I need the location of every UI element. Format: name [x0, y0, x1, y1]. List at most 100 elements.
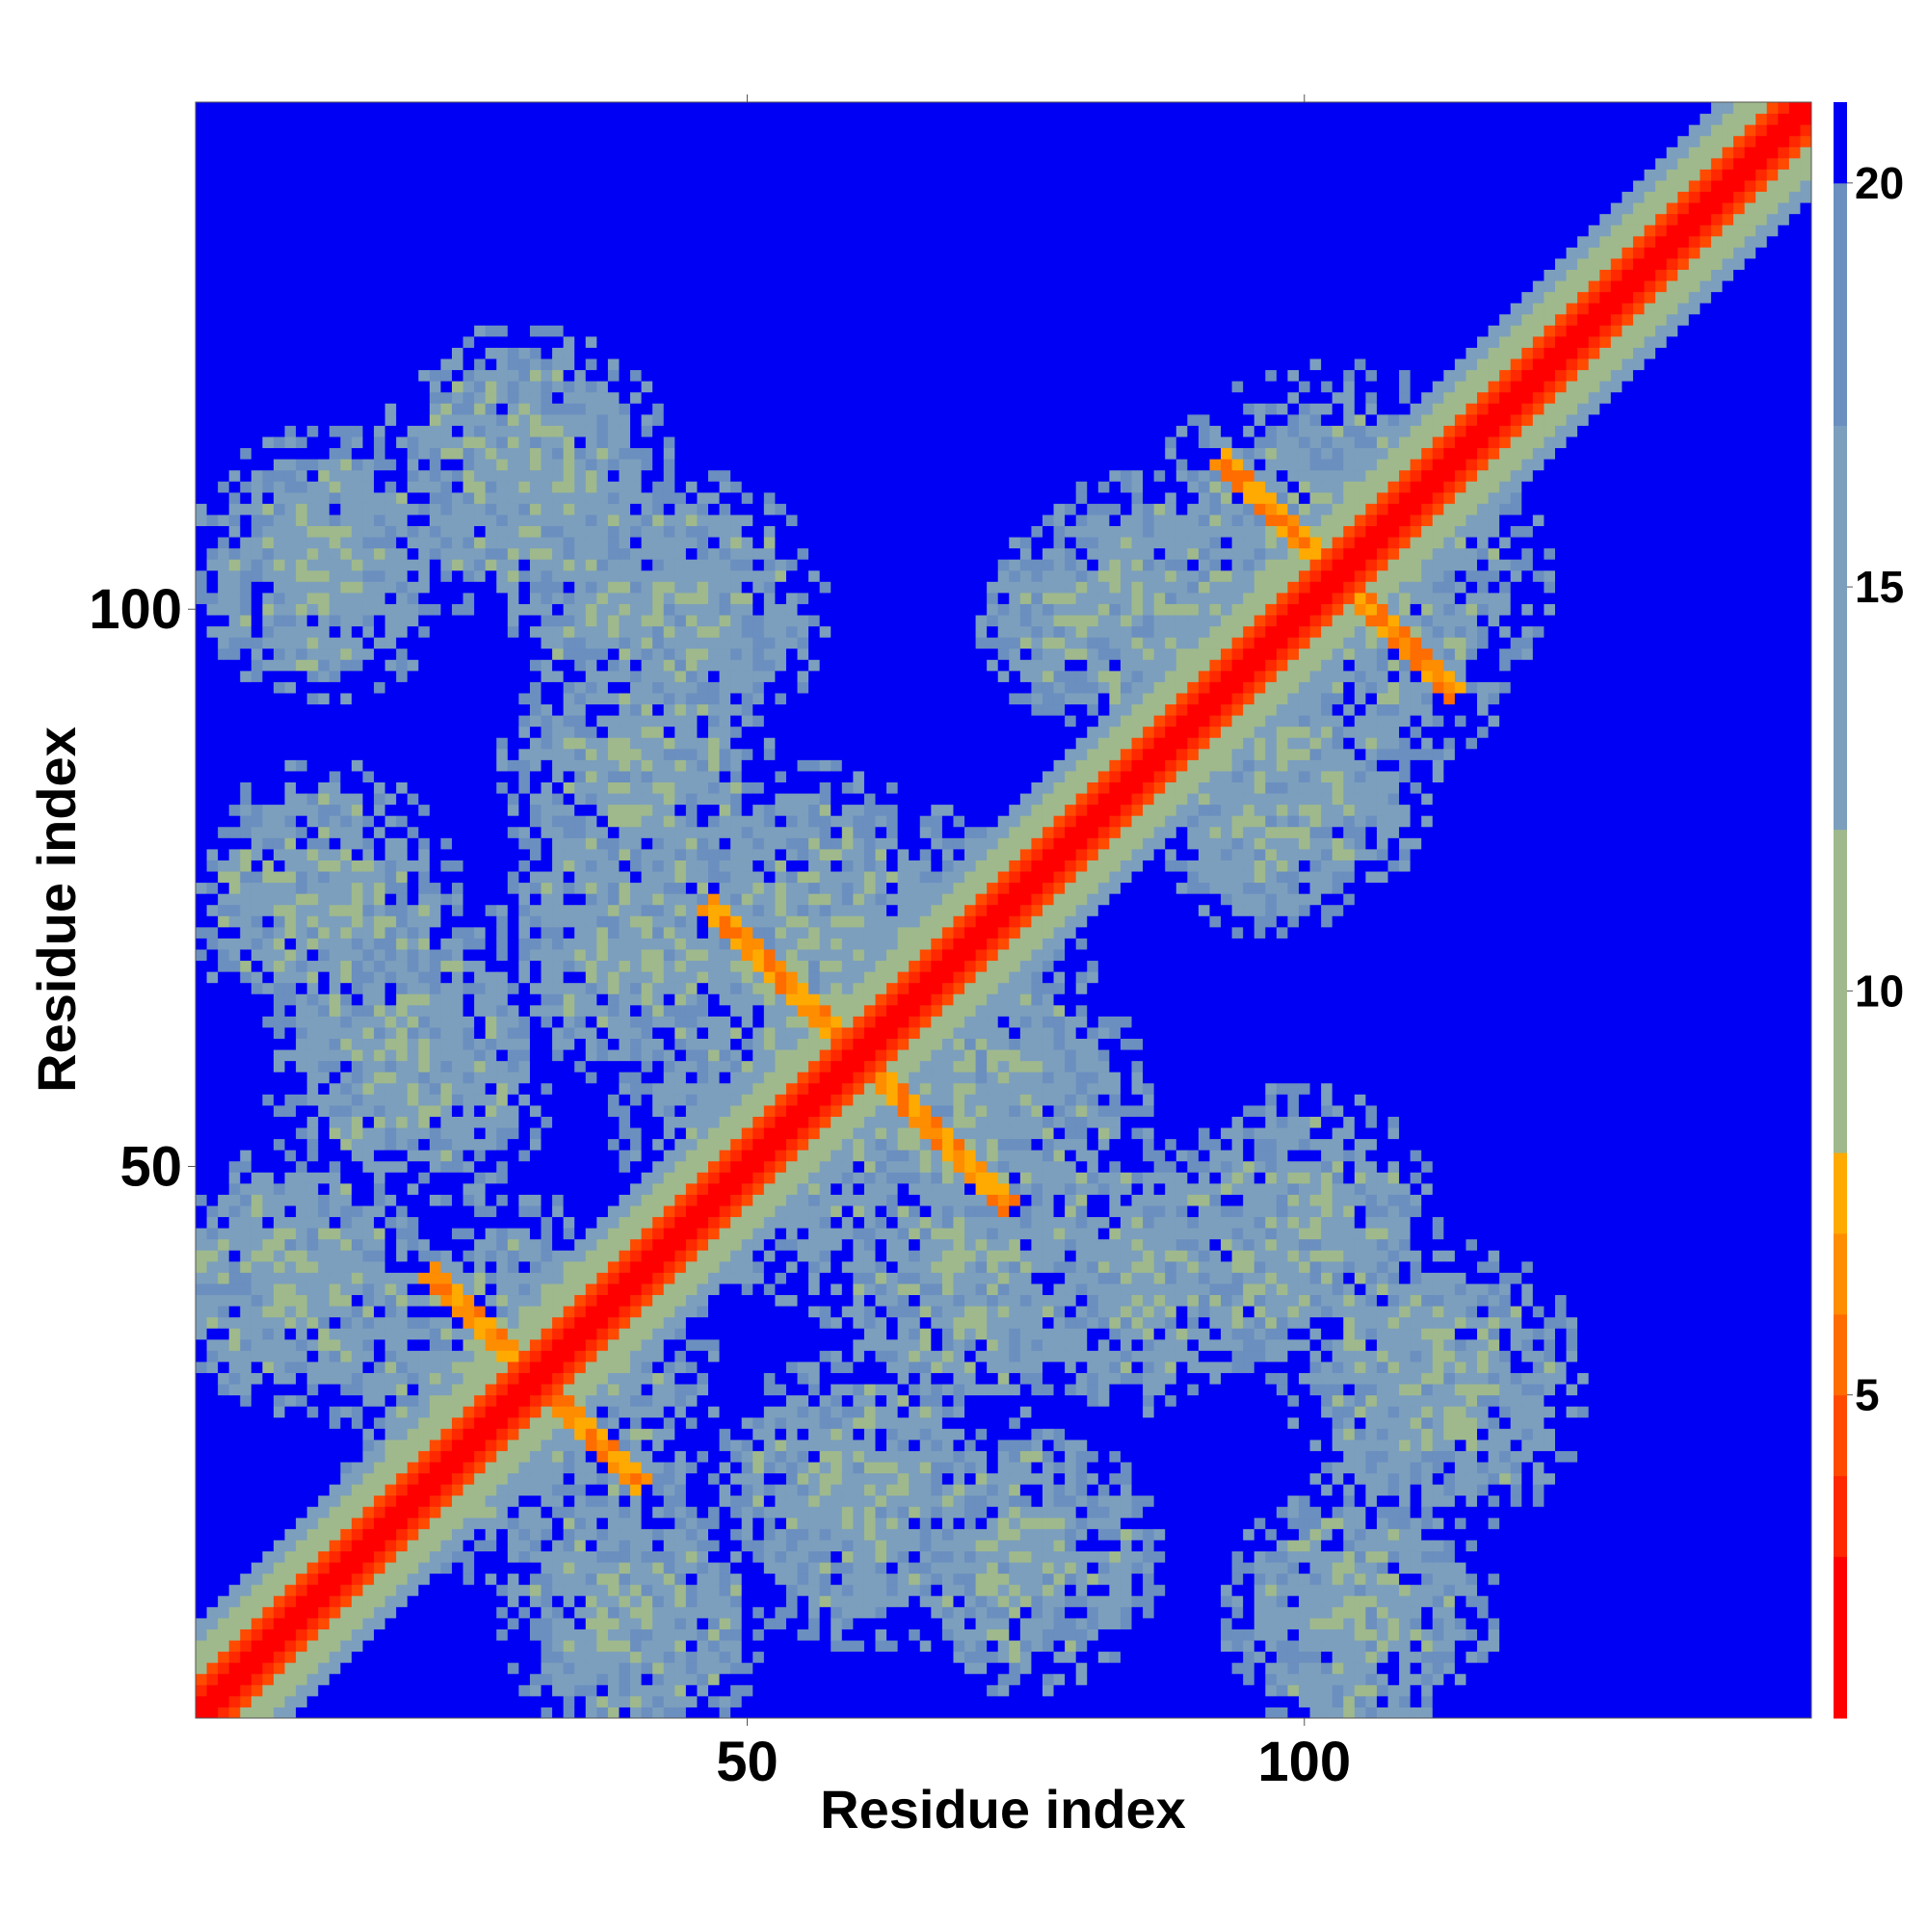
heatmap-cell [296, 1696, 307, 1707]
heatmap-cell [262, 1384, 274, 1395]
heatmap-cell [385, 158, 397, 170]
heatmap-cell [474, 358, 486, 370]
heatmap-cell [530, 114, 541, 125]
heatmap-cell [530, 1127, 541, 1139]
heatmap-cell [496, 437, 508, 448]
heatmap-cell [486, 1384, 497, 1395]
heatmap-cell [518, 1139, 530, 1151]
heatmap-cell [396, 1194, 408, 1205]
heatmap-cell [352, 1139, 363, 1151]
heatmap-cell [541, 737, 553, 749]
heatmap-cell [340, 1139, 352, 1151]
heatmap-cell [496, 114, 508, 125]
heatmap-cell [318, 537, 330, 548]
heatmap-cell [229, 961, 241, 972]
heatmap-cell [440, 1339, 452, 1351]
heatmap-cell [229, 292, 241, 304]
heatmap-cell [385, 1061, 397, 1072]
heatmap-cell [296, 559, 307, 570]
heatmap-cell [318, 1640, 330, 1652]
heatmap-cell [486, 459, 497, 470]
heatmap-cell [330, 236, 341, 248]
heatmap-cell [274, 993, 285, 1005]
heatmap-cell [296, 1139, 307, 1151]
heatmap-cell [330, 626, 341, 638]
heatmap-cell [430, 871, 441, 883]
heatmap-cell [374, 459, 385, 470]
heatmap-cell [218, 1183, 229, 1195]
heatmap-cell [362, 347, 374, 358]
heatmap-cell [385, 124, 397, 136]
heatmap-cell [374, 1684, 385, 1696]
heatmap-cell [340, 681, 352, 693]
heatmap-cell [430, 1362, 441, 1373]
heatmap-cell [229, 915, 241, 927]
heatmap-cell [385, 358, 397, 370]
heatmap-cell [541, 1205, 553, 1217]
heatmap-cell [408, 1462, 419, 1473]
heatmap-cell [552, 1684, 564, 1696]
heatmap-cell [418, 1150, 430, 1161]
heatmap-cell [418, 1628, 430, 1640]
heatmap-cell [574, 1083, 586, 1095]
heatmap-cell [508, 1016, 519, 1027]
heatmap-cell [285, 146, 297, 158]
heatmap-cell [307, 1574, 319, 1585]
heatmap-cell [318, 827, 330, 838]
heatmap-cell [218, 1272, 229, 1284]
heatmap-cell [330, 403, 341, 414]
heatmap-cell [396, 871, 408, 883]
heatmap-cell [340, 214, 352, 225]
heatmap-cell [463, 581, 475, 593]
heatmap-cell [362, 336, 374, 348]
heatmap-cell [218, 280, 229, 292]
heatmap-cell [318, 815, 330, 827]
heatmap-cell [285, 370, 297, 382]
heatmap-cell [374, 927, 385, 939]
heatmap-cell [463, 525, 475, 537]
heatmap-cell [430, 993, 441, 1005]
heatmap-cell [396, 615, 408, 626]
heatmap-cell [408, 258, 419, 270]
heatmap-cell [274, 1528, 285, 1540]
heatmap-cell [552, 258, 564, 270]
heatmap-cell [274, 659, 285, 671]
heatmap-cell [262, 1261, 274, 1273]
heatmap-cell [330, 1551, 341, 1563]
heatmap-cell [296, 1072, 307, 1083]
heatmap-cell [285, 1005, 297, 1017]
heatmap-cell [352, 971, 363, 983]
heatmap-cell [240, 381, 251, 392]
heatmap-cell [508, 169, 519, 180]
heatmap-cell [408, 269, 419, 280]
heatmap-cell [396, 202, 408, 214]
heatmap-cell [486, 1662, 497, 1674]
heatmap-cell [296, 381, 307, 392]
heatmap-cell [229, 403, 241, 414]
heatmap-cell [452, 637, 463, 648]
heatmap-cell [296, 704, 307, 716]
heatmap-cell [207, 1652, 219, 1663]
heatmap-cell [496, 1228, 508, 1239]
heatmap-cell [552, 1027, 564, 1039]
heatmap-cell [574, 1506, 586, 1518]
heatmap-cell [486, 1194, 497, 1205]
heatmap-cell [408, 403, 419, 414]
heatmap-cell [508, 1618, 519, 1629]
heatmap-cell [440, 1696, 452, 1707]
heatmap-cell [518, 180, 530, 192]
heatmap-cell [430, 1127, 441, 1139]
heatmap-cell [552, 1183, 564, 1195]
heatmap-cell [229, 727, 241, 738]
heatmap-cell [552, 727, 564, 738]
heatmap-cell [508, 570, 519, 582]
heatmap-cell [330, 280, 341, 292]
heatmap-cell [452, 537, 463, 548]
heatmap-cell [430, 883, 441, 894]
heatmap-cell [240, 414, 251, 426]
heatmap-cell [541, 280, 553, 292]
heatmap-cell [396, 1707, 408, 1718]
heatmap-cell [463, 414, 475, 426]
heatmap-cell [474, 1484, 486, 1495]
heatmap-cell [418, 693, 430, 704]
